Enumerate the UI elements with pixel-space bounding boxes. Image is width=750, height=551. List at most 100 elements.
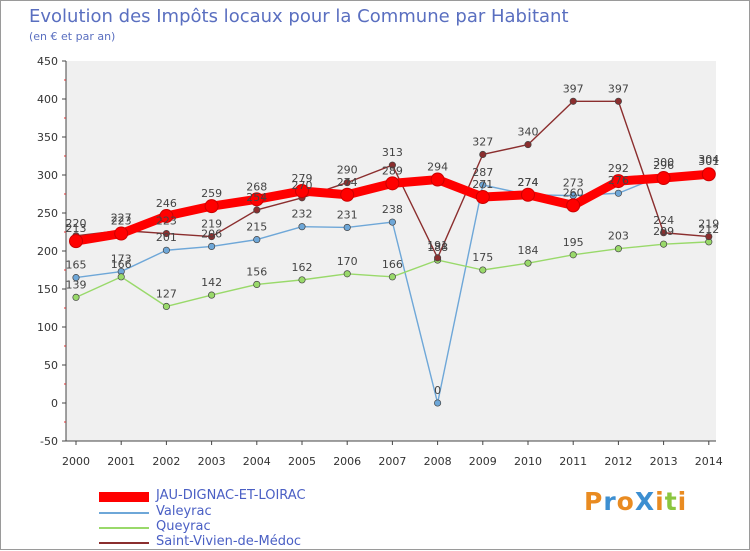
data-point	[566, 198, 581, 213]
legend-label: Valeyrac	[156, 504, 212, 519]
data-label: 300	[653, 156, 674, 169]
data-label: 231	[337, 208, 358, 221]
legend-swatch	[99, 512, 149, 514]
data-point	[249, 192, 264, 207]
y-tick-label: 300	[37, 169, 58, 182]
proxiti-logo: ProXiti	[584, 487, 688, 516]
x-tick-label: 2011	[559, 455, 587, 468]
data-label: 219	[201, 218, 222, 231]
data-point	[208, 291, 216, 299]
data-point	[159, 209, 174, 224]
data-point	[521, 187, 535, 202]
data-label: 0	[434, 384, 441, 397]
data-point	[298, 223, 306, 231]
data-label: 175	[472, 251, 493, 264]
y-tick-label: 100	[37, 321, 58, 334]
data-label: 206	[201, 227, 222, 240]
data-point	[705, 233, 713, 241]
data-label: 223	[111, 215, 132, 228]
data-label: 397	[608, 82, 629, 95]
legend-swatch	[99, 527, 149, 529]
data-label: 227	[111, 211, 132, 224]
data-label: 224	[653, 214, 674, 227]
x-tick-label: 2006	[333, 455, 361, 468]
data-point	[660, 240, 668, 248]
data-label: 188	[427, 241, 448, 254]
data-point	[611, 174, 626, 189]
data-point	[524, 141, 532, 149]
plot-area	[66, 61, 716, 441]
data-label: 279	[292, 172, 313, 185]
data-point	[343, 179, 351, 187]
data-point	[524, 259, 532, 267]
data-point	[114, 226, 129, 241]
data-point	[298, 276, 306, 284]
data-label: 170	[337, 255, 358, 268]
data-label: 301	[698, 155, 719, 168]
x-tick-label: 2003	[198, 455, 226, 468]
data-point	[614, 245, 622, 253]
x-tick-label: 2010	[514, 455, 542, 468]
data-point	[253, 206, 261, 214]
x-tick-label: 2014	[695, 455, 723, 468]
data-label: 213	[66, 222, 87, 235]
data-label: 254	[246, 191, 267, 204]
y-tick-label: -50	[40, 435, 58, 448]
data-label: 142	[201, 276, 222, 289]
data-point	[343, 223, 351, 231]
data-label: 201	[156, 231, 177, 244]
data-point	[479, 181, 487, 189]
data-label: 162	[292, 261, 313, 274]
data-point	[69, 234, 83, 249]
data-label: 165	[66, 259, 87, 272]
y-tick-label: 150	[37, 283, 58, 296]
data-point	[388, 161, 396, 169]
data-point	[569, 97, 577, 105]
data-label: 166	[382, 258, 403, 271]
y-tick-label: 400	[37, 93, 58, 106]
data-label: 292	[608, 162, 629, 175]
data-point	[479, 266, 487, 274]
data-point	[479, 150, 487, 159]
data-label: 219	[698, 218, 719, 231]
data-label: 313	[382, 146, 403, 159]
data-point	[343, 270, 351, 278]
data-label: 166	[111, 258, 132, 271]
data-label: 212	[698, 223, 719, 236]
data-label: 270	[292, 179, 313, 192]
data-label: 139	[66, 278, 87, 291]
x-tick-label: 2007	[378, 455, 406, 468]
data-point	[253, 236, 261, 244]
x-tick-label: 2004	[243, 455, 271, 468]
x-tick-label: 2008	[424, 455, 452, 468]
data-point	[253, 280, 261, 288]
data-label: 340	[518, 126, 539, 139]
data-point	[162, 229, 170, 238]
data-label: 268	[246, 180, 267, 193]
y-tick-label: 200	[37, 245, 58, 258]
data-point	[72, 274, 80, 282]
data-label: 271	[472, 178, 493, 191]
data-label: 289	[382, 164, 403, 177]
y-tick-label: 450	[37, 55, 58, 68]
data-point	[701, 167, 716, 182]
data-point	[434, 399, 442, 407]
data-label: 260	[563, 186, 584, 199]
data-point	[614, 97, 622, 105]
data-point	[614, 189, 622, 197]
data-label: 273	[563, 177, 584, 190]
y-tick-label: 0	[51, 397, 58, 410]
chart-subtitle: (en € et par an)	[29, 30, 116, 43]
data-label: 156	[246, 265, 267, 278]
x-tick-label: 2002	[152, 455, 180, 468]
data-point	[475, 190, 490, 205]
data-label: 287	[472, 166, 493, 179]
data-label: 195	[563, 236, 584, 249]
data-point	[385, 176, 400, 191]
data-label: 274	[518, 176, 539, 189]
data-point	[434, 254, 442, 262]
x-tick-label: 2005	[288, 455, 316, 468]
data-point	[72, 293, 80, 301]
